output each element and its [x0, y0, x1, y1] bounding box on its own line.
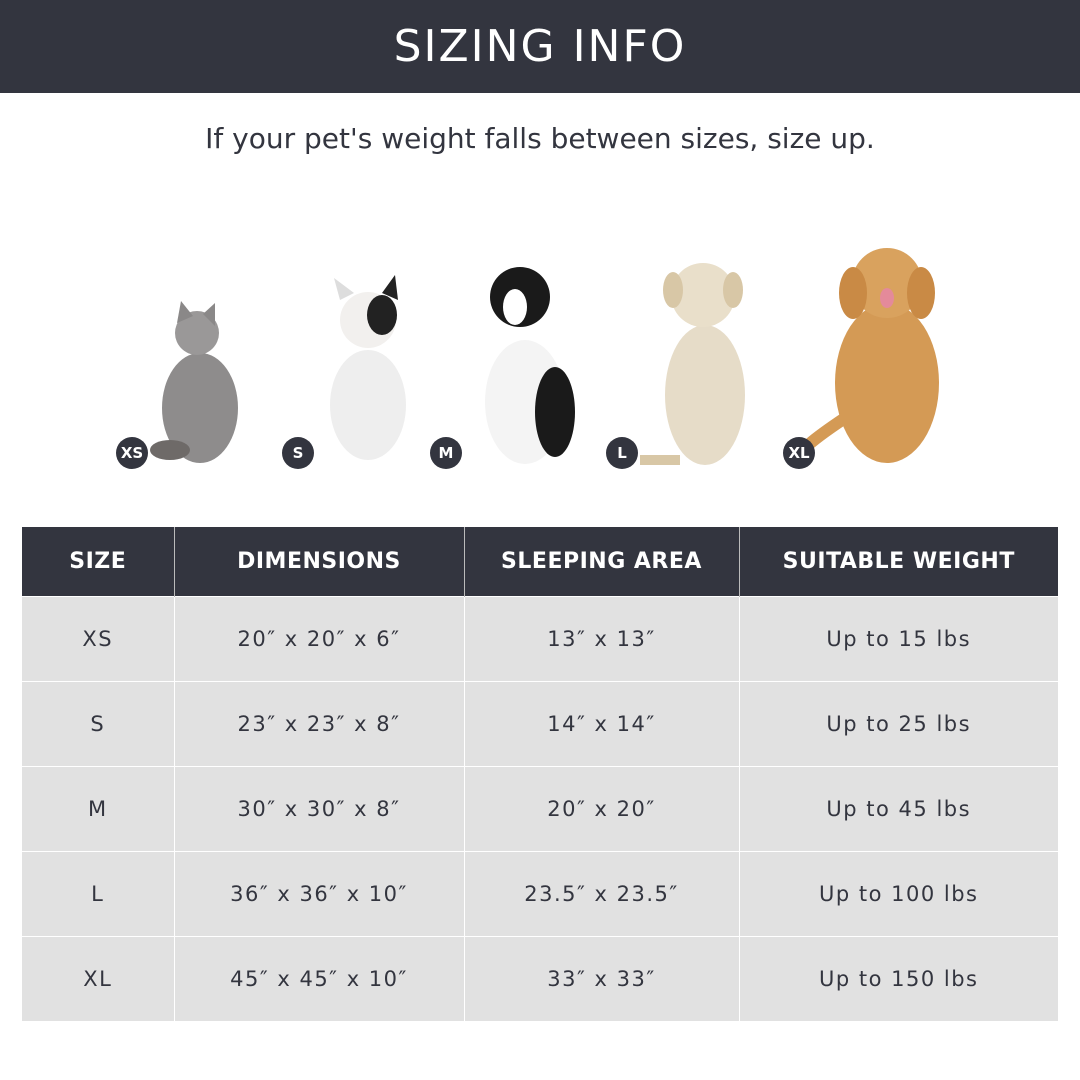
- cell-sleeping-area: 33″ x 33″: [463, 935, 739, 1021]
- page-title: SIZING INFO: [0, 0, 1080, 93]
- header-suitable-weight: SUITABLE WEIGHT: [738, 527, 1058, 596]
- table-row: S 23″ x 23″ x 8″ 14″ x 14″ Up to 25 lbs: [22, 680, 1058, 766]
- cell-suitable-weight: Up to 25 lbs: [738, 680, 1058, 766]
- cell-dimensions: 36″ x 36″ x 10″: [173, 850, 464, 936]
- table-row: L 36″ x 36″ x 10″ 23.5″ x 23.5″ Up to 100 l…: [22, 850, 1058, 936]
- header-dimensions: DIMENSIONS: [173, 527, 464, 596]
- table-row: XL 45″ x 45″ x 10″ 33″ x 33″ Up to 150 lbs: [22, 935, 1058, 1021]
- table-row: XS 20″ x 20″ x 6″ 13″ x 13″ Up to 15 lbs: [22, 595, 1058, 681]
- cell-sleeping-area: 13″ x 13″: [463, 595, 739, 681]
- cell-sleeping-area: 23.5″ x 23.5″: [463, 850, 739, 936]
- size-badge-m: M: [430, 437, 462, 469]
- border-collie-image: [485, 267, 575, 464]
- cell-size: S: [22, 680, 174, 766]
- cat-image: [150, 301, 238, 463]
- cell-suitable-weight: Up to 150 lbs: [738, 935, 1058, 1021]
- cell-dimensions: 20″ x 20″ x 6″: [173, 595, 464, 681]
- cell-dimensions: 30″ x 30″ x 8″: [173, 765, 464, 851]
- size-badge-l: L: [606, 437, 638, 469]
- table-row: M 30″ x 30″ x 8″ 20″ x 20″ Up to 45 lbs: [22, 765, 1058, 851]
- labrador-image: [640, 263, 745, 465]
- size-badge-xl: XL: [783, 437, 815, 469]
- header-sleeping-area: SLEEPING AREA: [463, 527, 739, 596]
- cell-dimensions: 45″ x 45″ x 10″: [173, 935, 464, 1021]
- cell-size: XL: [22, 935, 174, 1021]
- cell-suitable-weight: Up to 100 lbs: [738, 850, 1058, 936]
- cell-size: L: [22, 850, 174, 936]
- cell-dimensions: 23″ x 23″ x 8″: [173, 680, 464, 766]
- golden-retriever-image: [805, 248, 939, 463]
- size-badge-xs: XS: [116, 437, 148, 469]
- french-bulldog-image: [330, 275, 406, 460]
- cell-sleeping-area: 20″ x 20″: [463, 765, 739, 851]
- size-badge-s: S: [282, 437, 314, 469]
- sizing-table: SIZE DIMENSIONS SLEEPING AREA SUITABLE W…: [22, 527, 1058, 1021]
- cell-size: M: [22, 765, 174, 851]
- cell-sleeping-area: 14″ x 14″: [463, 680, 739, 766]
- subtitle: If your pet's weight falls between sizes…: [205, 122, 875, 155]
- cell-size: XS: [22, 595, 174, 681]
- header-size: SIZE: [22, 527, 174, 596]
- cell-suitable-weight: Up to 15 lbs: [738, 595, 1058, 681]
- table-header-row: SIZE DIMENSIONS SLEEPING AREA SUITABLE W…: [22, 527, 1058, 596]
- cell-suitable-weight: Up to 45 lbs: [738, 765, 1058, 851]
